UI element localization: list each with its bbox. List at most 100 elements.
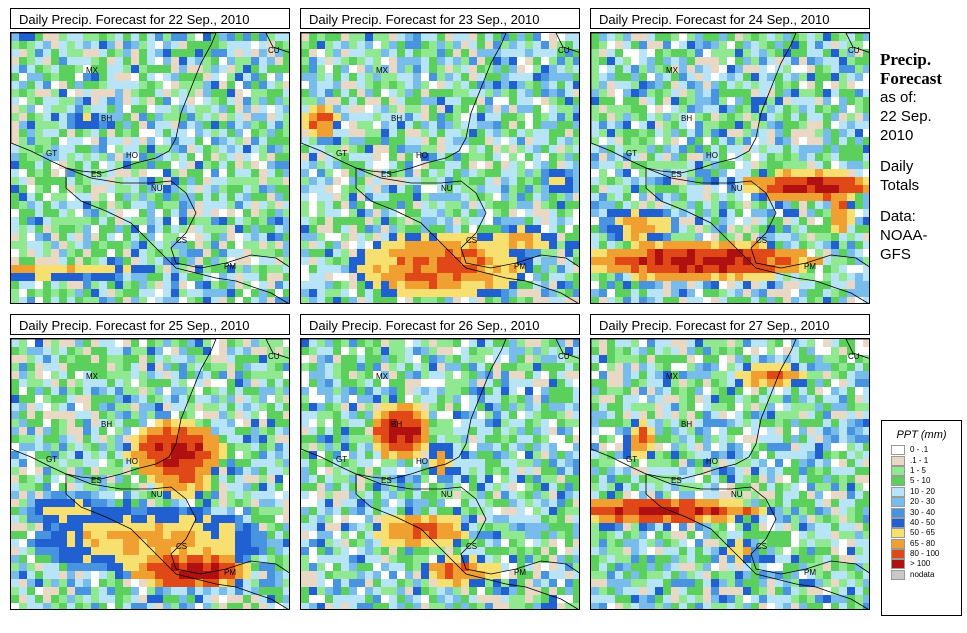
precip-cell — [413, 129, 421, 137]
precip-cell — [99, 459, 107, 467]
precip-cell — [663, 217, 671, 225]
precip-cell — [743, 97, 751, 105]
precip-cell — [11, 379, 19, 387]
precip-cell — [211, 273, 219, 281]
precip-cell — [115, 145, 123, 153]
precip-cell — [91, 387, 99, 395]
precip-cell — [349, 209, 357, 217]
precip-cell — [847, 137, 855, 145]
precip-cell — [283, 451, 289, 459]
precip-cell — [275, 153, 283, 161]
precip-cell — [179, 161, 187, 169]
precip-cell — [275, 121, 283, 129]
precip-cell — [83, 563, 91, 571]
precip-cell — [405, 81, 413, 89]
precip-cell — [671, 169, 679, 177]
precip-cell — [51, 201, 59, 209]
precip-cell — [147, 265, 155, 273]
precip-cell — [163, 595, 171, 603]
precip-cell — [203, 121, 211, 129]
precip-cell — [115, 65, 123, 73]
precip-cell — [35, 145, 43, 153]
precip-cell — [485, 161, 493, 169]
precip-cell — [171, 297, 179, 303]
precip-cell — [493, 347, 501, 355]
precip-cell — [333, 209, 341, 217]
precip-cell — [301, 49, 309, 57]
precip-cell — [195, 355, 203, 363]
precip-cell — [187, 273, 195, 281]
precip-cell — [687, 105, 695, 113]
precip-cell — [421, 289, 429, 297]
precip-cell — [283, 49, 289, 57]
precip-cell — [243, 403, 251, 411]
precip-cell — [437, 339, 445, 347]
precip-cell — [11, 515, 19, 523]
precip-cell — [147, 177, 155, 185]
precip-cell — [565, 201, 573, 209]
precip-cell — [501, 65, 509, 73]
precip-cell — [59, 603, 67, 609]
precip-cell — [855, 273, 863, 281]
precip-cell — [445, 145, 453, 153]
precip-cell — [623, 113, 631, 121]
precip-cell — [259, 297, 267, 303]
precip-cell — [131, 225, 139, 233]
precip-cell — [91, 499, 99, 507]
precip-cell — [623, 289, 631, 297]
precip-cell — [671, 265, 679, 273]
precip-cell — [565, 193, 573, 201]
precip-cell — [27, 451, 35, 459]
precip-cell — [743, 161, 751, 169]
panel-title: Daily Precip. Forecast for 22 Sep., 2010 — [10, 8, 290, 29]
precip-cell — [373, 209, 381, 217]
precip-cell — [107, 257, 115, 265]
precip-cell — [155, 225, 163, 233]
precip-cell — [59, 427, 67, 435]
precip-cell — [655, 57, 663, 65]
precip-cell — [453, 209, 461, 217]
precip-cell — [131, 363, 139, 371]
precip-cell — [251, 89, 259, 97]
precip-cell — [195, 217, 203, 225]
precip-cell — [655, 177, 663, 185]
precip-cell — [671, 201, 679, 209]
precip-cell — [333, 363, 341, 371]
precip-cell — [283, 281, 289, 289]
precip-cell — [541, 81, 549, 89]
precip-cell — [517, 81, 525, 89]
precip-cell — [251, 81, 259, 89]
precip-cell — [123, 395, 131, 403]
precip-cell — [227, 475, 235, 483]
precip-cell — [573, 177, 579, 185]
precip-cell — [461, 65, 469, 73]
precip-cell — [43, 419, 51, 427]
precip-cell — [341, 137, 349, 145]
precip-cell — [405, 121, 413, 129]
precip-cell — [267, 153, 275, 161]
precip-cell — [187, 459, 195, 467]
precip-cell — [147, 411, 155, 419]
precip-cell — [405, 217, 413, 225]
precip-cell — [275, 387, 283, 395]
precip-cell — [349, 355, 357, 363]
precip-cell — [251, 105, 259, 113]
precip-cell — [35, 547, 43, 555]
precip-cell — [333, 129, 341, 137]
precip-cell — [163, 289, 171, 297]
precip-cell — [283, 89, 289, 97]
precip-cell — [171, 145, 179, 153]
precip-cell — [453, 297, 461, 303]
precip-cell — [211, 459, 219, 467]
precip-cell — [823, 49, 831, 57]
precip-cell — [807, 233, 815, 241]
precip-cell — [67, 33, 75, 41]
precip-cell — [639, 281, 647, 289]
precip-cell — [509, 73, 517, 81]
precip-cell — [27, 233, 35, 241]
precip-cell — [815, 73, 823, 81]
precip-cell — [421, 57, 429, 65]
precip-cell — [59, 65, 67, 73]
precip-cell — [123, 363, 131, 371]
precip-cell — [35, 161, 43, 169]
